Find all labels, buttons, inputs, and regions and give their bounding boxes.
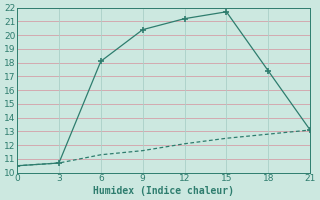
X-axis label: Humidex (Indice chaleur): Humidex (Indice chaleur) — [93, 186, 234, 196]
